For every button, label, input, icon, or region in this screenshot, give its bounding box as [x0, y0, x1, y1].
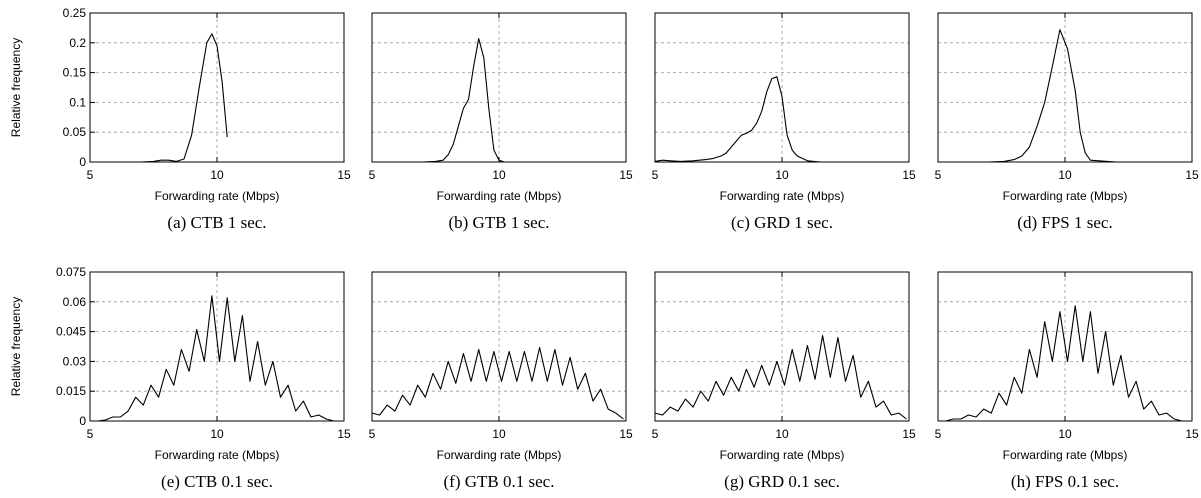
panel-caption: (d) FPS 1 sec.: [1017, 213, 1112, 232]
y-tick-label: 0: [79, 155, 86, 169]
x-tick-label: 10: [492, 427, 506, 441]
y-axis-label: Relative frequency: [9, 38, 23, 137]
y-tick-label: 0.05: [63, 125, 87, 139]
y-tick-label: 0.045: [56, 325, 86, 339]
x-axis-label: Forwarding rate (Mbps): [155, 448, 280, 462]
x-axis-label: Forwarding rate (Mbps): [720, 189, 845, 203]
series-line-0: [372, 38, 510, 163]
panel-caption: (c) GRD 1 sec.: [731, 213, 833, 232]
x-tick-label: 10: [492, 168, 506, 182]
y-tick-label: 0.1: [69, 95, 86, 109]
y-tick-label: 0: [79, 414, 86, 428]
y-tick-label: 0.075: [56, 265, 86, 279]
panel-caption: (h) FPS 0.1 sec.: [1011, 472, 1119, 491]
x-tick-label: 15: [902, 427, 916, 441]
series-line-0: [90, 33, 228, 163]
series-line-0: [371, 346, 624, 420]
y-tick-label: 0.03: [63, 354, 87, 368]
x-axis-label: Forwarding rate (Mbps): [155, 189, 280, 203]
chart-panel-a: 5 10 15 0 0.05 0.1 0.15 0.2 0.25 Relative frequen…: [9, 6, 351, 232]
chart-panel-f: 5 10 15 Forwarding rate (Mbps) (f) GTB 0.1 s…: [369, 271, 633, 491]
x-tick-label: 10: [1058, 427, 1072, 441]
panel-caption: (e) CTB 0.1 sec.: [161, 472, 273, 491]
x-tick-label: 15: [902, 168, 916, 182]
panel-caption: (f) GTB 0.1 sec.: [444, 472, 555, 491]
x-tick-label: 15: [619, 427, 633, 441]
x-tick-label: 10: [1058, 168, 1072, 182]
y-tick-label: 0.15: [63, 66, 87, 80]
x-tick-label: 15: [337, 168, 351, 182]
x-tick-label: 5: [369, 427, 376, 441]
y-axis-label: Relative frequency: [9, 297, 23, 396]
series-line-0: [938, 305, 1190, 422]
x-tick-label: 5: [87, 168, 94, 182]
y-tick-label: 0.015: [56, 384, 86, 398]
series-line-0: [90, 295, 342, 422]
x-tick-label: 15: [619, 168, 633, 182]
x-tick-label: 5: [652, 168, 659, 182]
x-tick-label: 5: [935, 427, 942, 441]
panel-caption: (a) CTB 1 sec.: [167, 213, 266, 232]
x-tick-label: 15: [1185, 427, 1199, 441]
panel-caption: (b) GTB 1 sec.: [448, 213, 549, 232]
series-line-0: [654, 76, 909, 163]
x-axis-label: Forwarding rate (Mbps): [720, 448, 845, 462]
series-line-0: [938, 29, 1116, 163]
x-tick-label: 5: [935, 168, 942, 182]
chart-panel-c: 5 10 15 Forwarding rate (Mbps) (c) GRD 1 sec…: [652, 12, 916, 232]
x-axis-label: Forwarding rate (Mbps): [437, 189, 562, 203]
chart-panel-h: 5 10 15 Forwarding rate (Mbps) (h) FPS 0.1 s…: [935, 271, 1199, 491]
chart-panel-b: 5 10 15 Forwarding rate (Mbps) (b) GTB 1 sec…: [369, 12, 633, 232]
x-tick-label: 15: [1185, 168, 1199, 182]
x-axis-label: Forwarding rate (Mbps): [437, 448, 562, 462]
chart-panel-d: 5 10 15 Forwarding rate (Mbps) (d) FPS 1 sec…: [935, 12, 1199, 232]
y-tick-label: 0.06: [63, 295, 87, 309]
x-tick-label: 15: [337, 427, 351, 441]
x-tick-label: 5: [87, 427, 94, 441]
series-line-0: [654, 335, 907, 420]
chart-panel-e: 5 10 15 0 0.015 0.03 0.045 0.06 0.075 Relative fr…: [9, 265, 351, 491]
y-tick-label: 0.2: [69, 36, 86, 50]
x-tick-label: 10: [775, 427, 789, 441]
x-tick-label: 5: [652, 427, 659, 441]
chart-panel-g: 5 10 15 Forwarding rate (Mbps) (g) GRD 0.1 s…: [652, 271, 916, 491]
x-axis-label: Forwarding rate (Mbps): [1003, 189, 1128, 203]
x-tick-label: 5: [369, 168, 376, 182]
panel-caption: (g) GRD 0.1 sec.: [724, 472, 840, 491]
x-tick-label: 10: [210, 427, 224, 441]
x-tick-label: 10: [775, 168, 789, 182]
x-axis-label: Forwarding rate (Mbps): [1003, 448, 1128, 462]
y-tick-label: 0.25: [63, 6, 87, 20]
x-tick-label: 10: [210, 168, 224, 182]
